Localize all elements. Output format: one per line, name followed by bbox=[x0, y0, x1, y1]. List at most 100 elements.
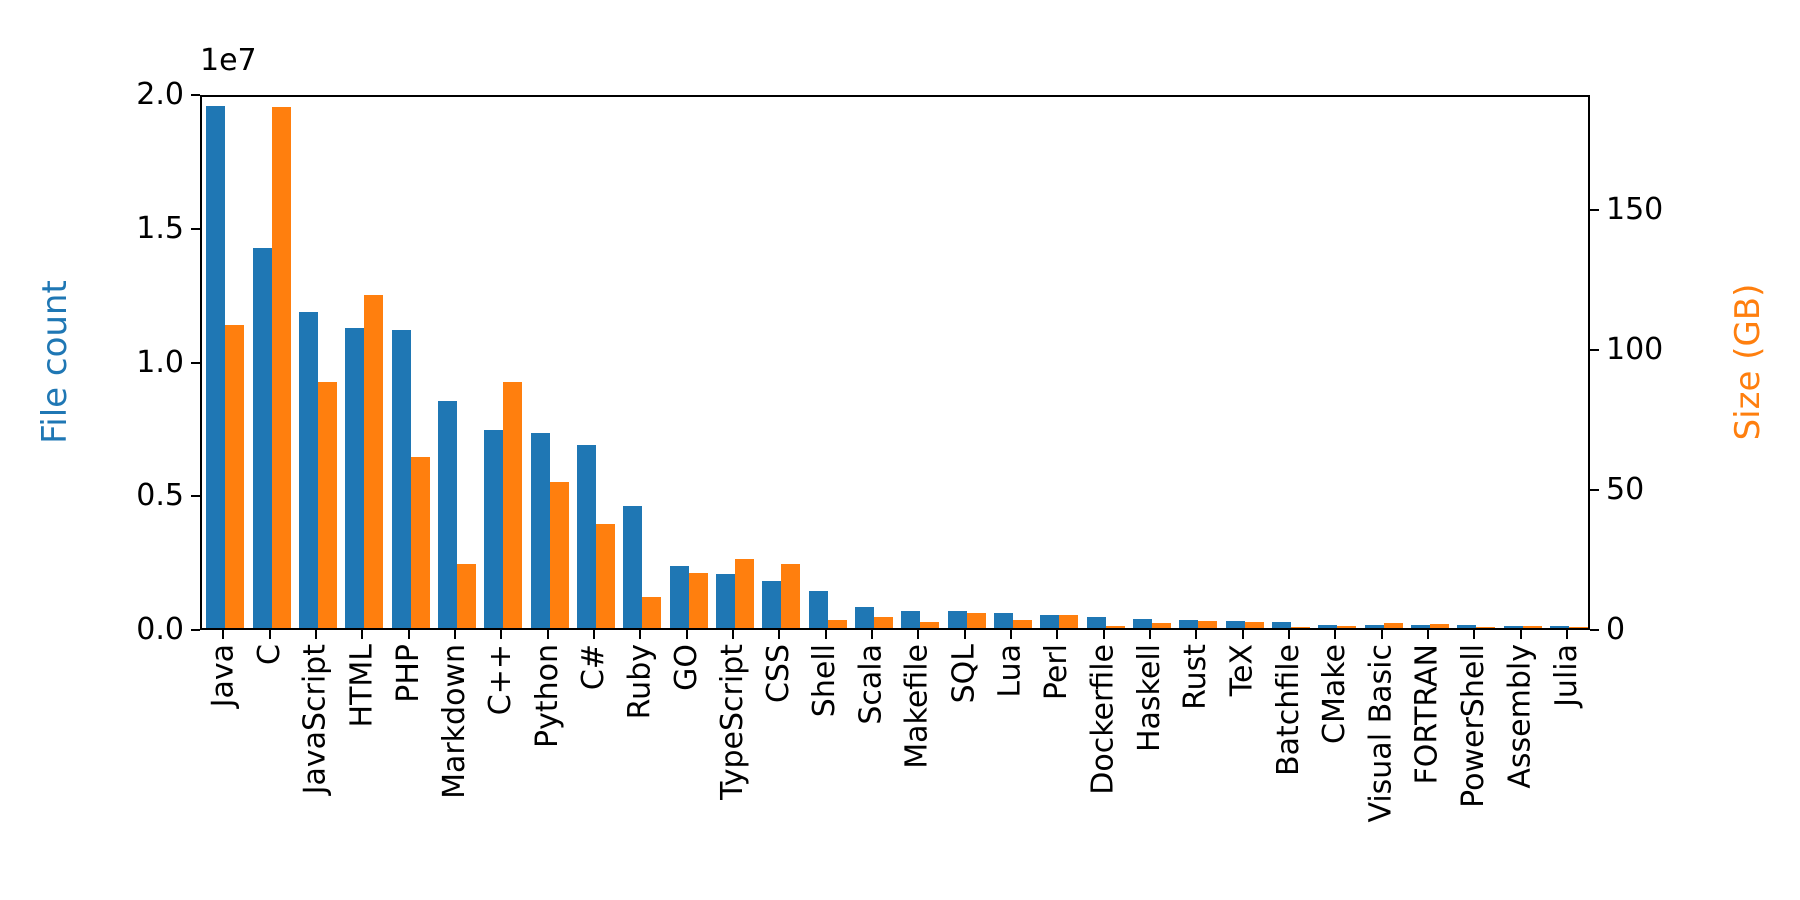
tick-mark bbox=[1149, 630, 1151, 639]
tick-mark bbox=[1590, 209, 1599, 211]
x-tick-label: CMake bbox=[1317, 644, 1353, 744]
tick-mark bbox=[1590, 629, 1599, 631]
bar-size-gb bbox=[272, 107, 291, 628]
tick-mark bbox=[191, 228, 200, 230]
bar-size-gb bbox=[781, 564, 800, 628]
bar-size-gb bbox=[411, 457, 430, 628]
bar-file-count bbox=[531, 433, 550, 628]
tick-mark bbox=[361, 630, 363, 639]
bar-size-gb bbox=[225, 325, 244, 628]
bar-file-count bbox=[299, 312, 318, 628]
x-tick-label: SQL bbox=[946, 644, 982, 704]
tick-mark bbox=[1381, 630, 1383, 639]
y-axis-offset-text: 1e7 bbox=[200, 43, 257, 78]
tick-mark bbox=[639, 630, 641, 639]
bar-file-count bbox=[1365, 625, 1384, 628]
bar-size-gb bbox=[874, 617, 893, 628]
bar-file-count bbox=[253, 248, 272, 628]
left-y-tick-label: 0.0 bbox=[136, 612, 184, 647]
tick-mark bbox=[686, 630, 688, 639]
bar-file-count bbox=[901, 611, 920, 628]
x-tick-label: PHP bbox=[390, 644, 426, 703]
tick-mark bbox=[1334, 630, 1336, 639]
x-tick-label: TypeScript bbox=[714, 644, 750, 800]
bar-size-gb bbox=[318, 382, 337, 628]
bar-file-count bbox=[670, 566, 689, 628]
bar-file-count bbox=[1040, 615, 1059, 628]
tick-mark bbox=[1590, 489, 1599, 491]
x-tick-label: FORTRAN bbox=[1409, 644, 1445, 785]
bar-size-gb bbox=[1013, 620, 1032, 628]
x-tick-label: Shell bbox=[807, 644, 843, 718]
tick-mark bbox=[1288, 630, 1290, 639]
bar-size-gb bbox=[828, 620, 847, 628]
right-y-tick-label: 0 bbox=[1606, 612, 1626, 647]
bar-size-gb bbox=[550, 482, 569, 628]
tick-mark bbox=[1056, 630, 1058, 639]
tick-mark bbox=[593, 630, 595, 639]
bar-size-gb bbox=[735, 559, 754, 628]
bar-file-count bbox=[1272, 622, 1291, 628]
bar-file-count bbox=[623, 506, 642, 628]
bar-file-count bbox=[948, 611, 967, 628]
bar-size-gb bbox=[1523, 626, 1542, 628]
right-y-tick-label: 50 bbox=[1606, 472, 1645, 507]
bar-file-count bbox=[1133, 619, 1152, 628]
bars-layer bbox=[202, 97, 1588, 628]
tick-mark bbox=[269, 630, 271, 639]
tick-mark bbox=[222, 630, 224, 639]
bar-size-gb bbox=[1337, 626, 1356, 628]
tick-mark bbox=[732, 630, 734, 639]
bar-file-count bbox=[1226, 621, 1245, 628]
x-tick-label: C++ bbox=[483, 644, 519, 716]
bar-size-gb bbox=[1106, 626, 1125, 628]
bar-size-gb bbox=[1569, 627, 1588, 628]
left-y-tick-label: 0.5 bbox=[136, 478, 184, 513]
tick-mark bbox=[191, 362, 200, 364]
bar-size-gb bbox=[1430, 624, 1449, 628]
bar-file-count bbox=[994, 613, 1013, 628]
tick-mark bbox=[1590, 349, 1599, 351]
bar-size-gb bbox=[1059, 615, 1078, 628]
plot-area bbox=[200, 95, 1590, 630]
bar-file-count bbox=[345, 328, 364, 628]
tick-mark bbox=[1566, 630, 1568, 639]
bar-file-count bbox=[1318, 625, 1337, 628]
tick-mark bbox=[964, 630, 966, 639]
tick-mark bbox=[1103, 630, 1105, 639]
bar-file-count bbox=[577, 445, 596, 628]
bar-size-gb bbox=[596, 524, 615, 628]
tick-mark bbox=[825, 630, 827, 639]
x-tick-label: Scala bbox=[853, 644, 889, 725]
x-tick-label: GO bbox=[668, 644, 704, 691]
x-tick-label: Ruby bbox=[622, 644, 658, 720]
tick-mark bbox=[500, 630, 502, 639]
x-tick-label: HTML bbox=[344, 644, 380, 728]
tick-mark bbox=[1473, 630, 1475, 639]
tick-mark bbox=[408, 630, 410, 639]
left-y-axis-label: File count bbox=[35, 280, 75, 444]
bar-file-count bbox=[1087, 617, 1106, 628]
bar-size-gb bbox=[1152, 623, 1171, 628]
bar-size-gb bbox=[503, 382, 522, 628]
bar-file-count bbox=[809, 591, 828, 628]
x-tick-label: JavaScript bbox=[297, 644, 333, 795]
bar-size-gb bbox=[689, 573, 708, 628]
x-tick-label: Python bbox=[529, 644, 565, 748]
x-tick-label: Rust bbox=[1178, 644, 1214, 710]
bar-size-gb bbox=[457, 564, 476, 628]
bar-size-gb bbox=[967, 613, 986, 628]
tick-mark bbox=[917, 630, 919, 639]
bar-file-count bbox=[855, 607, 874, 628]
tick-mark bbox=[191, 495, 200, 497]
tick-mark bbox=[871, 630, 873, 639]
bar-file-count bbox=[1457, 625, 1476, 628]
x-tick-label: Assembly bbox=[1502, 644, 1538, 789]
bar-size-gb bbox=[1198, 621, 1217, 628]
x-tick-label: Java bbox=[205, 644, 241, 708]
tick-mark bbox=[454, 630, 456, 639]
bar-file-count bbox=[1411, 625, 1430, 628]
tick-mark bbox=[1195, 630, 1197, 639]
bar-file-count bbox=[1504, 626, 1523, 628]
right-y-tick-label: 150 bbox=[1606, 192, 1664, 227]
